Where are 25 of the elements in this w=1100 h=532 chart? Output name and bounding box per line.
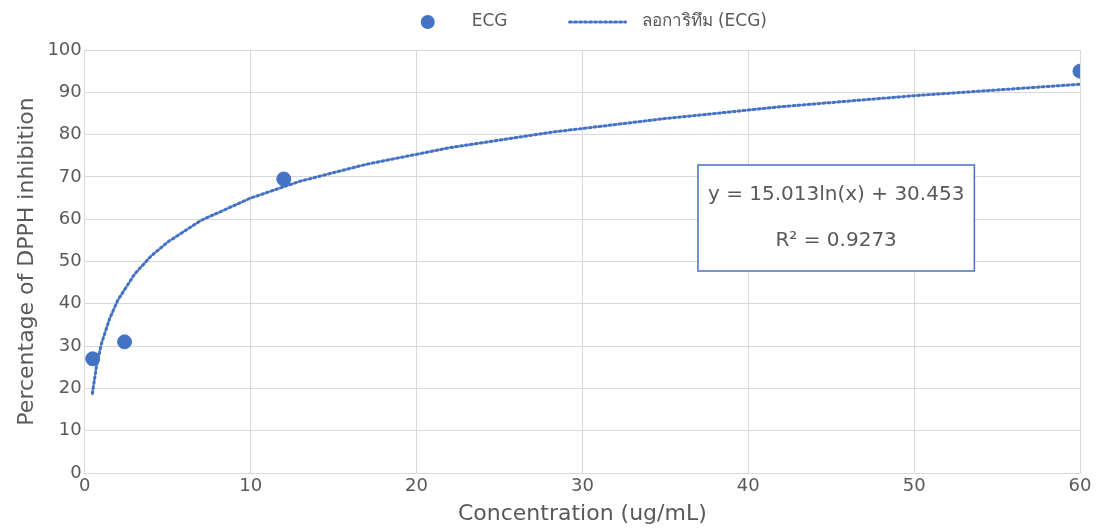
y-tick-label: 40 [58,291,82,313]
point [117,334,133,350]
point [85,351,101,367]
annotation: y = 15.013ln(x) + 30.453 [707,181,965,206]
x-tick-label: 50 [902,474,926,496]
x-tick-label: 40 [736,474,760,496]
x-tick-label: 60 [1068,474,1092,496]
y-tick-label: 70 [58,164,82,186]
x-tick-label: 20 [405,474,428,496]
x-tick-label: 10 [239,474,263,496]
y-tick-label: 90 [58,79,82,101]
y-tick-label: 80 [58,122,82,144]
y-tick-label: 10 [58,418,82,440]
y-tick-label: 20 [58,376,82,398]
y-tick-label: 100 [47,37,82,59]
point [276,171,292,187]
legend-label: ลอการิทึม (ECG) [641,10,767,31]
x-tick-label: 30 [570,474,594,496]
annotation: R² = 0.9273 [775,227,897,252]
y-axis-title: Percentage of DPPH inhibition [12,97,38,426]
y-tick-label: 50 [58,249,82,271]
legend-label: ECG [471,10,508,31]
y-tick-label: 30 [58,333,82,355]
x-axis-title: Concentration (ug/mL) [457,499,707,525]
y-tick-label: 60 [58,206,82,228]
